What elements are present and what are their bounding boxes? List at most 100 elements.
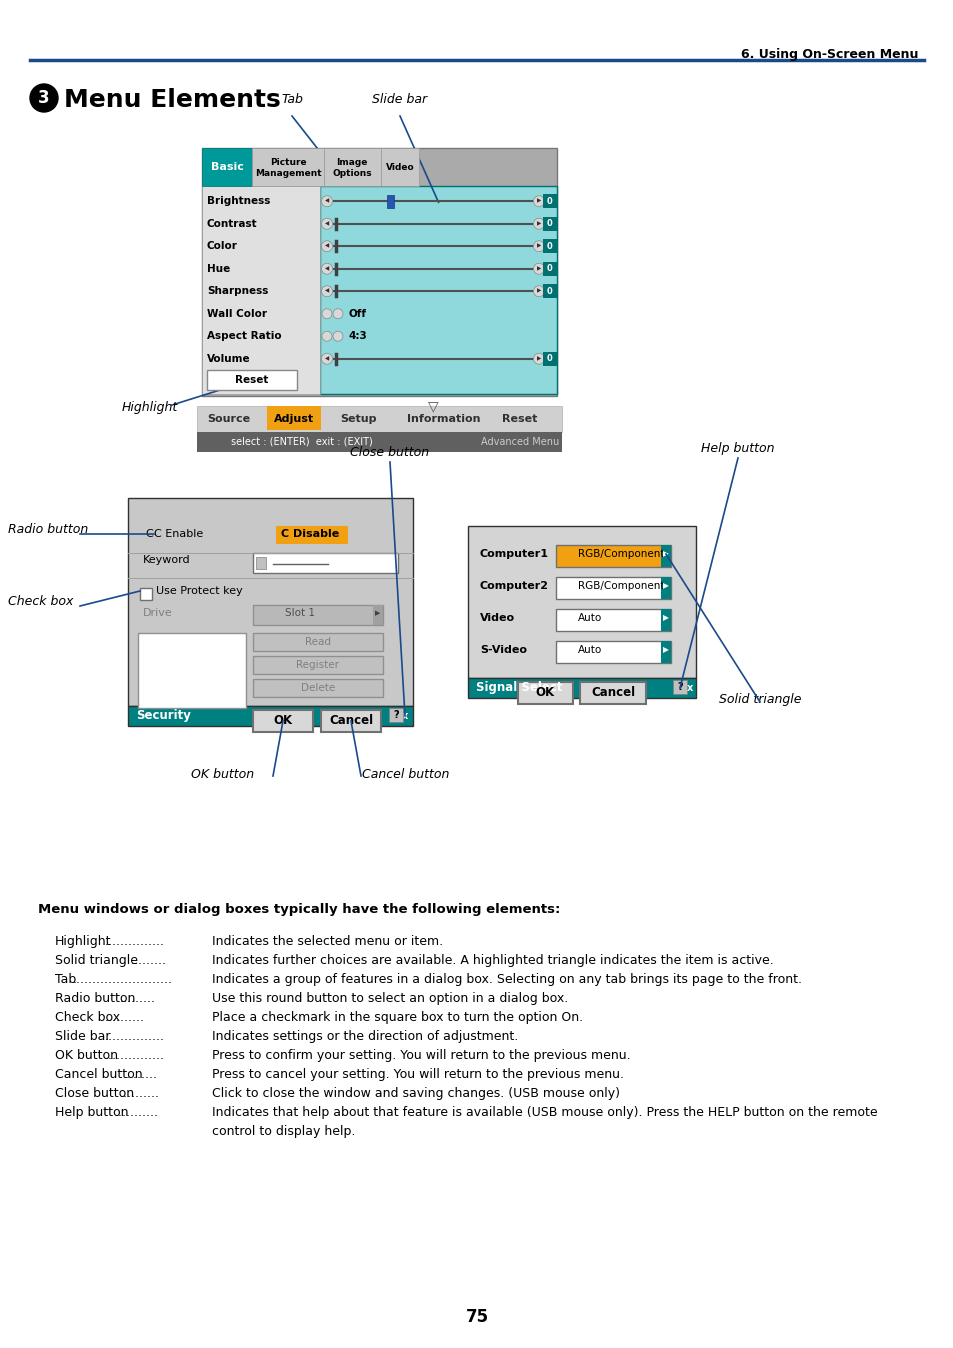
Text: Delete: Delete <box>300 683 335 693</box>
Bar <box>196 431 561 452</box>
Bar <box>253 553 397 573</box>
Text: Tab: Tab <box>281 93 303 106</box>
Text: ▶: ▶ <box>662 550 668 558</box>
Text: S-Video: S-Video <box>479 644 526 655</box>
Text: Slot 1: Slot 1 <box>285 608 314 617</box>
Text: Adjust: Adjust <box>274 414 314 425</box>
Circle shape <box>30 84 58 112</box>
Text: ...............: ............... <box>104 1030 164 1043</box>
Bar <box>542 239 557 253</box>
Text: Read: Read <box>305 638 331 647</box>
Bar <box>468 678 696 698</box>
Text: Video: Video <box>385 163 414 171</box>
Bar <box>324 148 380 186</box>
Circle shape <box>321 195 333 206</box>
Text: x: x <box>401 710 408 721</box>
Text: Advanced Menu: Advanced Menu <box>480 437 558 448</box>
Text: Cancel: Cancel <box>590 686 635 700</box>
Text: Help button: Help button <box>700 442 774 456</box>
Bar <box>660 577 670 599</box>
Text: OK button: OK button <box>55 1049 118 1062</box>
Text: Cancel: Cancel <box>329 714 373 728</box>
Text: Wall Color: Wall Color <box>207 309 267 318</box>
Text: ▶: ▶ <box>537 356 540 361</box>
Text: ?: ? <box>677 682 682 692</box>
Text: OK: OK <box>274 714 293 728</box>
Bar <box>140 588 152 600</box>
Bar <box>579 682 645 704</box>
Bar <box>517 682 573 704</box>
Text: ▶: ▶ <box>662 613 668 623</box>
Circle shape <box>321 241 333 252</box>
Text: control to display help.: control to display help. <box>212 1126 355 1138</box>
Bar <box>255 557 266 569</box>
Text: C: C <box>145 528 152 539</box>
Text: Menu windows or dialog boxes typically have the following elements:: Menu windows or dialog boxes typically h… <box>38 903 559 917</box>
Text: .........................: ......................... <box>72 973 172 985</box>
Text: ...............: ............... <box>104 1049 164 1062</box>
Text: Setup: Setup <box>339 414 376 425</box>
Text: Picture
Management: Picture Management <box>254 158 321 178</box>
Text: ◀: ◀ <box>325 198 329 204</box>
Bar <box>320 710 380 732</box>
Text: ..........: .......... <box>104 1011 144 1024</box>
Text: Press to confirm your setting. You will return to the previous menu.: Press to confirm your setting. You will … <box>212 1049 630 1062</box>
Text: ........: ........ <box>125 1068 157 1081</box>
Circle shape <box>533 218 544 229</box>
Text: Slide bar: Slide bar <box>372 93 427 106</box>
Text: Video: Video <box>479 613 515 623</box>
Text: C Disable: C Disable <box>281 528 339 539</box>
Bar <box>556 577 670 599</box>
Circle shape <box>321 286 333 297</box>
Text: 0: 0 <box>547 220 553 228</box>
Text: Sharpness: Sharpness <box>207 286 268 297</box>
Bar <box>556 609 670 631</box>
Text: ▶: ▶ <box>662 646 668 655</box>
Text: select : (ENTER)  exit : (EXIT): select : (ENTER) exit : (EXIT) <box>231 437 373 448</box>
Circle shape <box>321 218 333 229</box>
Text: Indicates the selected menu or item.: Indicates the selected menu or item. <box>212 936 442 948</box>
Text: ◀: ◀ <box>325 221 329 226</box>
Text: Keyword: Keyword <box>143 555 191 565</box>
Text: RGB/Component: RGB/Component <box>578 549 664 559</box>
Text: Volume: Volume <box>207 353 251 364</box>
Bar <box>542 217 557 231</box>
Bar <box>275 526 348 545</box>
Bar <box>556 545 670 568</box>
Text: ◀: ◀ <box>325 244 329 249</box>
Text: ◀: ◀ <box>325 288 329 294</box>
Text: RGB/Component: RGB/Component <box>578 581 664 590</box>
Text: Indicates that help about that feature is available (USB mouse only). Press the : Indicates that help about that feature i… <box>212 1105 877 1119</box>
Text: Register: Register <box>296 661 339 670</box>
Text: Reset: Reset <box>501 414 537 425</box>
Bar <box>253 634 382 651</box>
Text: Solid triangle: Solid triangle <box>55 954 138 967</box>
Bar <box>202 148 557 396</box>
Circle shape <box>322 309 332 318</box>
Circle shape <box>321 263 333 274</box>
Bar <box>660 545 670 568</box>
Text: Hue: Hue <box>207 264 230 274</box>
Text: ▶: ▶ <box>537 198 540 204</box>
Bar <box>253 710 313 732</box>
Text: Cancel button: Cancel button <box>362 768 449 780</box>
Text: Image
Options: Image Options <box>332 158 372 178</box>
Bar <box>542 352 557 365</box>
Bar <box>202 186 319 394</box>
Bar <box>556 642 670 663</box>
Bar <box>253 605 382 625</box>
Bar <box>386 194 394 208</box>
Text: Source: Source <box>207 414 250 425</box>
Bar <box>196 406 561 431</box>
Text: Drive: Drive <box>143 608 172 617</box>
Bar <box>542 284 557 298</box>
Bar <box>468 526 696 678</box>
Bar <box>542 262 557 276</box>
Text: Information: Information <box>407 414 480 425</box>
Text: Indicates settings or the direction of adjustment.: Indicates settings or the direction of a… <box>212 1030 517 1043</box>
Text: 0: 0 <box>547 241 553 251</box>
Text: Check box: Check box <box>8 594 73 608</box>
Bar <box>267 406 320 430</box>
Text: 3: 3 <box>38 89 50 106</box>
Bar <box>253 679 382 697</box>
